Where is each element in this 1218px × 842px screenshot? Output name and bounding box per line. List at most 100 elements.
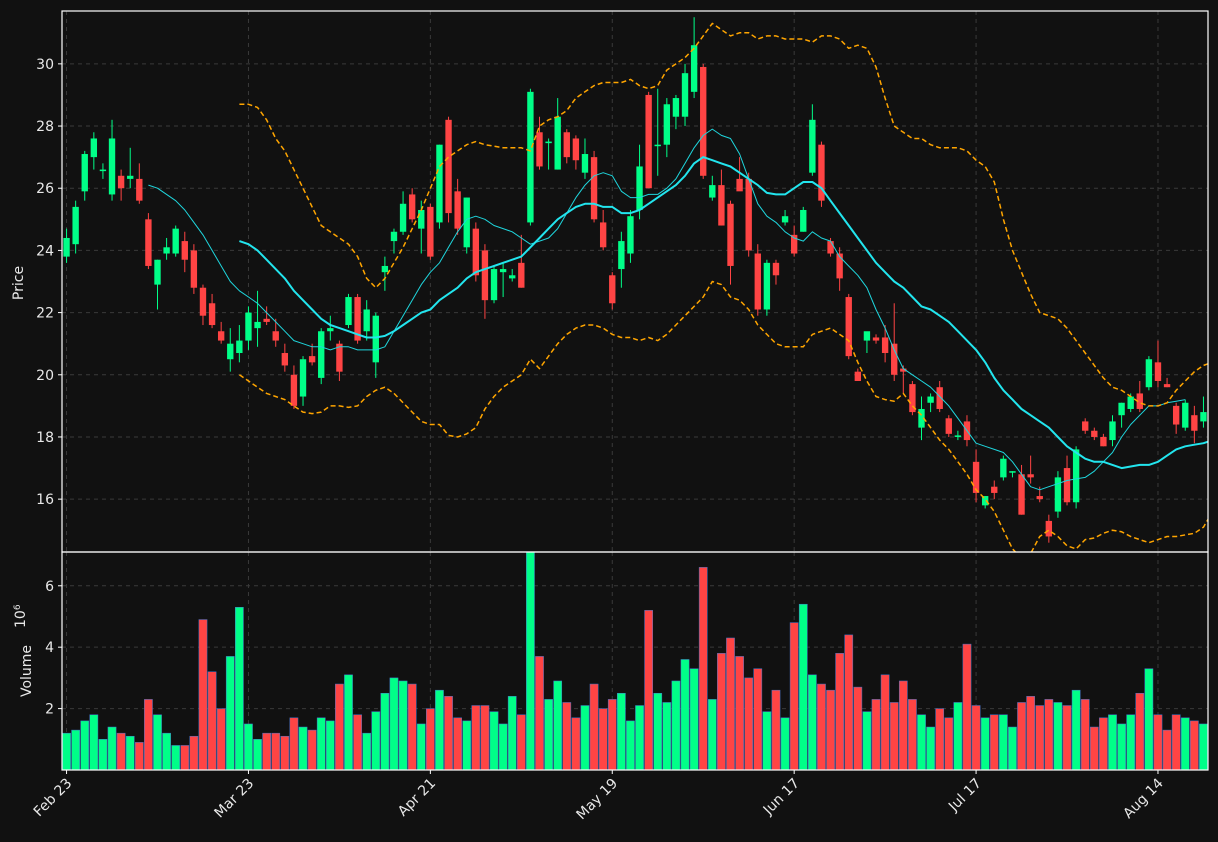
candle-body bbox=[545, 141, 552, 144]
volume-bar bbox=[289, 717, 299, 771]
volume-bar bbox=[1099, 717, 1108, 771]
volume-bar bbox=[225, 656, 235, 771]
volume-bar bbox=[1062, 705, 1072, 771]
candle-body bbox=[627, 216, 634, 254]
volume-bar bbox=[626, 720, 635, 771]
overlay-lines bbox=[148, 22, 1208, 552]
volume-bar bbox=[662, 702, 672, 771]
candle-body bbox=[1145, 359, 1153, 388]
candle-body bbox=[654, 144, 661, 147]
candle-body bbox=[672, 98, 680, 117]
volume-bar bbox=[1026, 696, 1035, 771]
price-ytick-label: 18 bbox=[36, 430, 54, 446]
volume-bar bbox=[435, 689, 444, 771]
volume-bar bbox=[853, 686, 863, 771]
candle-body bbox=[1082, 421, 1089, 431]
volume-bar bbox=[1171, 714, 1181, 771]
price-axis-label: Price bbox=[11, 266, 27, 300]
volume-bar bbox=[898, 680, 908, 771]
candle-body bbox=[1172, 405, 1180, 425]
candle-body bbox=[527, 91, 534, 223]
volume-bar bbox=[489, 711, 499, 771]
candle-body bbox=[854, 371, 862, 381]
candle-body bbox=[354, 297, 361, 341]
volume-bar bbox=[689, 668, 699, 771]
candle-body bbox=[1163, 384, 1171, 388]
candle-body bbox=[1027, 474, 1034, 478]
volume-bar bbox=[298, 726, 308, 771]
candle-body bbox=[918, 408, 925, 428]
candle-body bbox=[236, 340, 243, 354]
candle-body bbox=[381, 265, 389, 273]
candle-body bbox=[772, 262, 780, 276]
volume-bar bbox=[153, 714, 162, 771]
volume-bar bbox=[416, 723, 426, 771]
volume-bar bbox=[635, 705, 644, 771]
volume-bar bbox=[1017, 702, 1026, 771]
volume-bar bbox=[1180, 717, 1190, 771]
volume-bar bbox=[1008, 726, 1017, 771]
candle-body bbox=[927, 396, 934, 403]
volume-bar bbox=[171, 745, 181, 771]
volume-bar bbox=[771, 689, 781, 771]
candle-body bbox=[700, 66, 707, 176]
volume-bar bbox=[180, 745, 190, 771]
candle-body bbox=[690, 45, 698, 92]
candle-body bbox=[363, 309, 370, 332]
volume-bar bbox=[698, 567, 708, 771]
volume-bar bbox=[89, 714, 99, 771]
upper-band-line bbox=[239, 22, 1208, 407]
volume-bar bbox=[617, 692, 626, 771]
candle-body bbox=[736, 178, 743, 192]
price-ytick-label: 30 bbox=[36, 57, 54, 73]
candle-body bbox=[945, 418, 952, 434]
candle-body bbox=[1200, 412, 1207, 422]
candle-body bbox=[827, 241, 834, 254]
volume-bar bbox=[808, 674, 817, 771]
panel-frames bbox=[61, 10, 1209, 771]
candle-body bbox=[618, 241, 625, 270]
volume-bar bbox=[80, 720, 90, 771]
candle-body bbox=[245, 312, 252, 341]
candle-body bbox=[563, 132, 570, 158]
candle-body bbox=[909, 384, 916, 413]
ma-slow-line bbox=[239, 156, 1208, 470]
volume-bar bbox=[316, 717, 326, 771]
candle-body bbox=[208, 303, 216, 326]
candle-body bbox=[681, 73, 689, 117]
candle-body bbox=[1191, 415, 1198, 431]
candle-body bbox=[891, 343, 898, 375]
volume-bar bbox=[553, 680, 563, 771]
candle-body bbox=[227, 343, 234, 360]
candle-body bbox=[599, 222, 607, 248]
candle-body bbox=[90, 138, 98, 158]
volume-ytick-label: 2 bbox=[45, 702, 54, 718]
candle-body bbox=[1054, 477, 1062, 512]
candle-body bbox=[327, 328, 334, 332]
volume-bar bbox=[562, 702, 572, 771]
candle-body bbox=[581, 154, 589, 173]
candle-body bbox=[490, 269, 498, 301]
candle-body bbox=[190, 250, 198, 288]
candle-body bbox=[308, 356, 316, 363]
volume-bar bbox=[607, 699, 617, 771]
price-ytick-label: 26 bbox=[36, 181, 54, 197]
candle-body bbox=[727, 203, 734, 266]
candle-body bbox=[1154, 362, 1162, 381]
volume-bar bbox=[207, 671, 217, 771]
candle-body bbox=[981, 496, 989, 506]
volume-bar bbox=[216, 708, 226, 771]
candle-body bbox=[499, 269, 507, 273]
candle-body bbox=[299, 359, 307, 397]
candle-body bbox=[836, 253, 843, 279]
volume-bar bbox=[1080, 699, 1090, 771]
volume-bar bbox=[826, 689, 835, 771]
volume-axis-label-text: Volume bbox=[19, 645, 35, 697]
volume-bar bbox=[480, 705, 490, 771]
volume-bar bbox=[134, 742, 144, 771]
volume-bar bbox=[735, 656, 744, 771]
volume-bar bbox=[398, 680, 408, 771]
candle-body bbox=[845, 297, 852, 357]
volume-bar bbox=[353, 714, 362, 771]
volume-bar bbox=[680, 659, 690, 771]
